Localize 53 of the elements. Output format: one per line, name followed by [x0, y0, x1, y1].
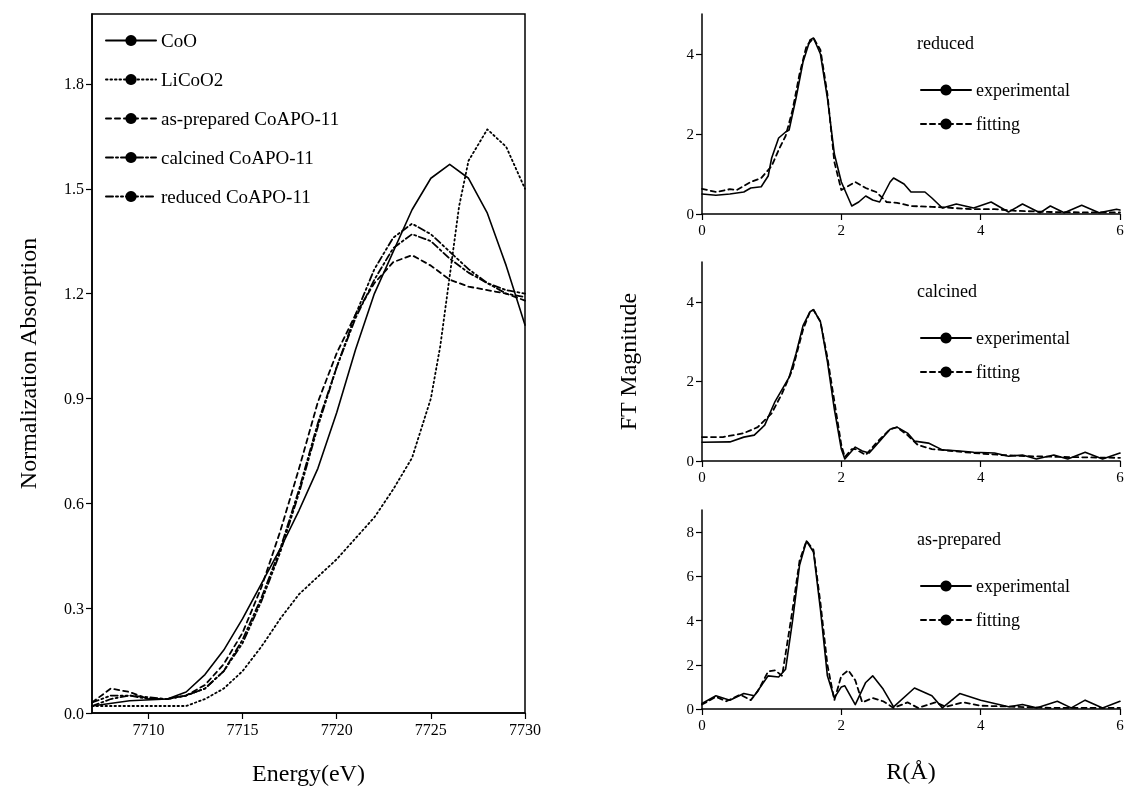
x-tick-label: 6	[1116, 716, 1125, 733]
x-tick-label: 7715	[226, 720, 259, 738]
x-tick-label: 6	[1116, 221, 1125, 238]
y-tick-label: 1.8	[64, 75, 84, 93]
legend-label: calcined CoAPO-11	[161, 147, 314, 168]
legend-title: as-prepared	[917, 529, 1001, 549]
x-axis-title: R(Å)	[886, 758, 936, 784]
y-tick-label: 0	[686, 453, 694, 469]
legend-label: LiCoO2	[161, 69, 224, 90]
x-tick-label: 2	[837, 221, 846, 238]
legend-label: experimental	[976, 80, 1070, 100]
y-tick-label: 4	[686, 46, 695, 62]
x-tick-label: 6	[1116, 468, 1125, 485]
y-tick-label: 2	[686, 373, 694, 390]
y-tick-label: 4	[686, 612, 695, 629]
y-tick-label: 8	[686, 524, 694, 541]
y-tick-label: 6	[686, 568, 695, 585]
y-axis-title: FT Magnitude	[615, 292, 641, 431]
y-tick-label: 0.3	[64, 599, 84, 617]
y-tick-label: 0.6	[64, 494, 84, 512]
x-tick-label: 2	[837, 468, 846, 485]
x-tick-label: 0	[698, 716, 706, 733]
x-axis-title: Energy(eV)	[252, 760, 365, 786]
x-tick-label: 4	[976, 468, 985, 485]
x-tick-label: 0	[698, 221, 706, 238]
x-tick-label: 0	[698, 468, 706, 485]
legend-label: reduced CoAPO-11	[161, 186, 311, 207]
y-tick-label: 1.2	[64, 285, 84, 303]
y-tick-label: 2	[686, 656, 694, 673]
y-tick-label: 1.5	[64, 180, 84, 198]
x-tick-label: 2	[837, 716, 846, 733]
x-tick-label: 7725	[414, 720, 447, 738]
x-tick-label: 7710	[132, 720, 165, 738]
y-tick-label: 0.0	[64, 704, 84, 722]
y-tick-label: 0	[686, 206, 694, 222]
y-tick-label: 4	[686, 293, 695, 310]
x-tick-label: 7730	[509, 720, 541, 738]
legend-title: calcined	[917, 281, 977, 301]
legend-label: experimental	[976, 576, 1070, 596]
legend-label: fitting	[976, 362, 1020, 382]
x-tick-label: 4	[976, 221, 985, 238]
legend-label: experimental	[976, 328, 1070, 348]
y-axis-title: Normalization Absorption	[15, 237, 41, 490]
y-tick-label: 0	[686, 701, 694, 717]
legend-label: as-prepared CoAPO-11	[161, 108, 340, 129]
legend-label: fitting	[976, 114, 1020, 134]
legend-title: reduced	[917, 33, 974, 53]
y-tick-label: 2	[686, 126, 694, 142]
legend-label: CoO	[161, 30, 197, 51]
x-tick-label: 4	[976, 716, 985, 733]
y-tick-label: 0.9	[64, 389, 84, 407]
legend-label: fitting	[976, 610, 1020, 630]
x-tick-label: 7720	[320, 720, 353, 738]
